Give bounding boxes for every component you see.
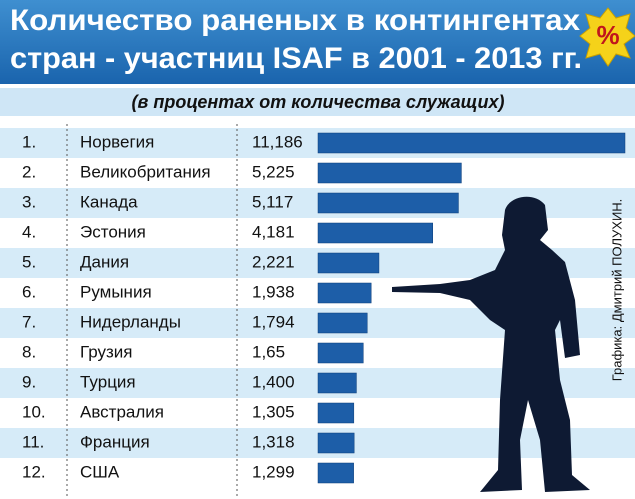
value-label: 2,221: [252, 252, 295, 271]
bar: [317, 282, 372, 304]
value-label: 1,794: [252, 312, 295, 331]
value-label: 5,225: [252, 162, 295, 181]
category-label: Норвегия: [80, 132, 154, 151]
bar: [317, 162, 462, 184]
value-label: 1,299: [252, 462, 295, 481]
category-label: Франция: [80, 432, 150, 451]
value-label: 1,318: [252, 432, 295, 451]
credit: Графика: Дмитрий ПОЛУХИН.: [609, 199, 624, 382]
soldier-silhouette: [392, 196, 590, 492]
category-label: Нидерланды: [80, 312, 181, 331]
category-label: Эстония: [80, 222, 146, 241]
rank: 2.: [22, 162, 36, 181]
subtitle: (в процентах от количества служащих): [132, 92, 505, 112]
bar: [317, 462, 354, 484]
category-label: Великобритания: [80, 162, 211, 181]
category-label: Грузия: [80, 342, 133, 361]
bar: [317, 402, 355, 424]
value-label: 5,117: [252, 192, 293, 211]
bar: [317, 372, 357, 394]
row-stripe: [0, 158, 635, 188]
value-label: 1,938: [252, 282, 295, 301]
bar: [317, 432, 355, 454]
title-band: [0, 0, 635, 84]
category-label: Румыния: [80, 282, 152, 301]
rank: 4.: [22, 222, 36, 241]
rank: 3.: [22, 192, 36, 211]
badge: %: [596, 20, 619, 50]
rank: 8.: [22, 342, 36, 361]
value-label: 1,400: [252, 372, 295, 391]
rank: 10.: [22, 402, 46, 421]
value-label: 1,65: [252, 342, 285, 361]
badge-star: [579, 7, 635, 67]
bar: [317, 192, 459, 214]
category-label: Канада: [80, 192, 138, 211]
rank: 12.: [22, 462, 46, 481]
bar: [317, 132, 626, 154]
category-label: Австралия: [80, 402, 164, 421]
value-label: 11,186: [252, 132, 303, 151]
rank: 11.: [22, 432, 44, 451]
bar: [317, 252, 380, 274]
category-label: США: [80, 462, 120, 481]
chart-title: Количество раненых в контингентах: [10, 4, 580, 37]
rank: 7.: [22, 312, 36, 331]
category-label: Дания: [80, 252, 129, 271]
value-label: 1,305: [252, 402, 295, 421]
category-label: Турция: [80, 372, 136, 391]
rank: 1.: [22, 132, 36, 151]
bar: [317, 222, 433, 244]
bar: [317, 312, 368, 334]
rank: 9.: [22, 372, 36, 391]
rank: 6.: [22, 282, 36, 301]
chart-title: стран - участниц ISAF в 2001 - 2013 гг.: [10, 42, 582, 75]
value-label: 4,181: [252, 222, 295, 241]
row-stripe: [0, 458, 635, 488]
rank: 5.: [22, 252, 36, 271]
subtitle-band: [0, 88, 635, 116]
bar: [317, 342, 364, 364]
row-stripe: [0, 428, 635, 458]
